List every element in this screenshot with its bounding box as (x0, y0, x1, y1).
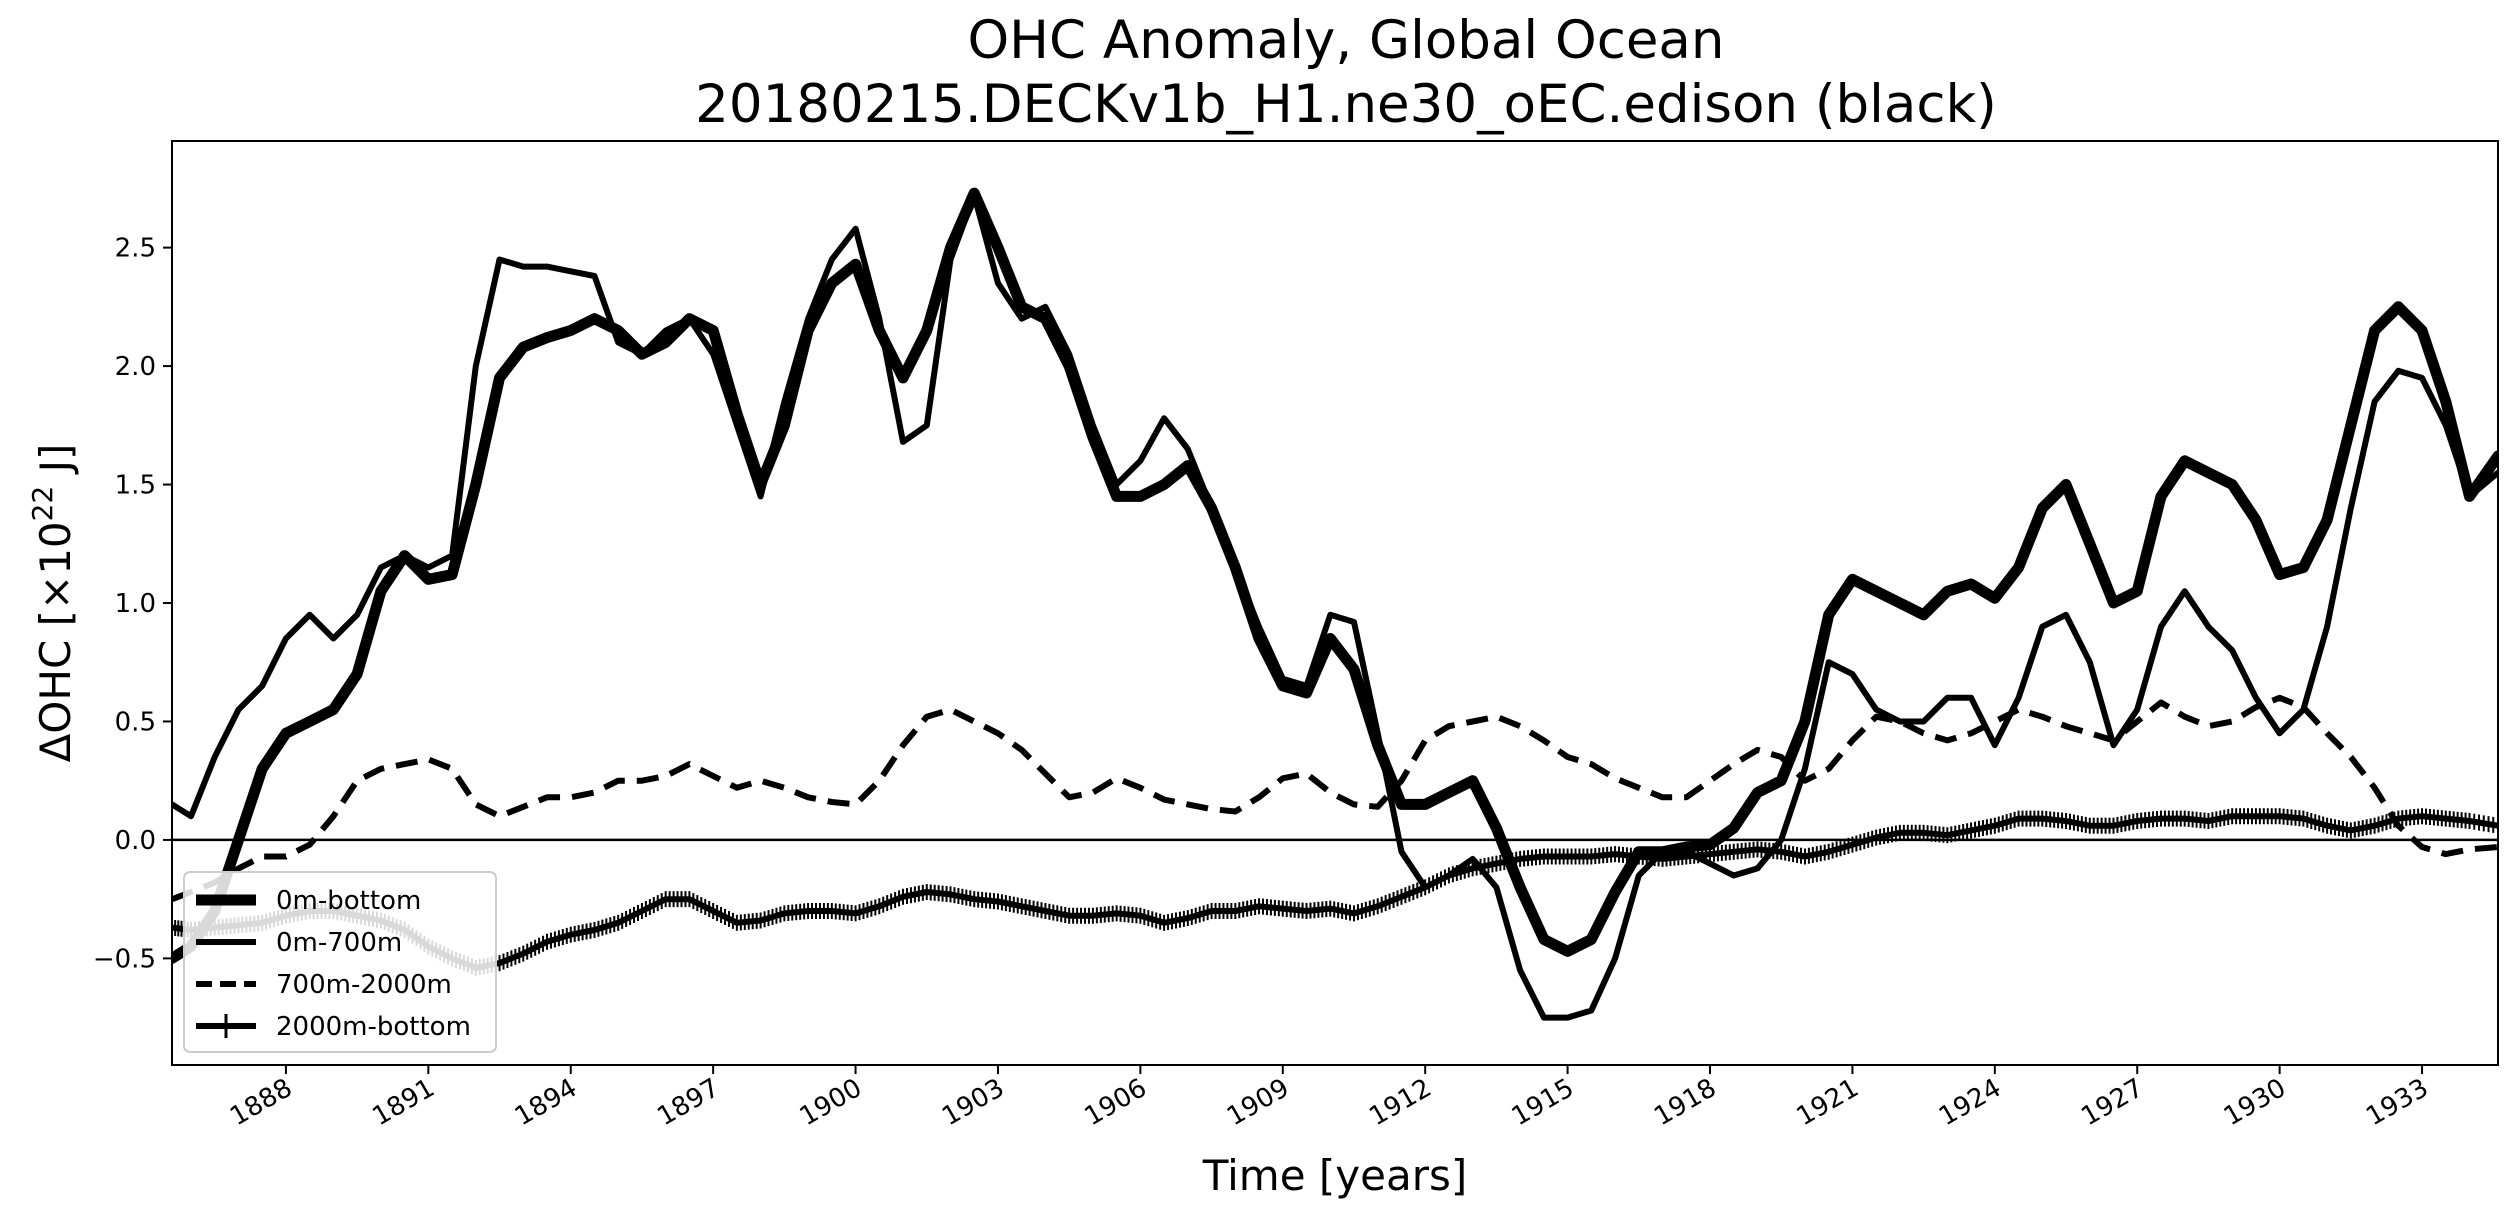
y-axis-label-suffix: J] (31, 444, 80, 486)
y-axis-label-exponent: 22 (26, 486, 59, 522)
series-line-0m-700m (172, 192, 2498, 1021)
y-tick-label: −0.5 (93, 944, 156, 974)
x-tick-label: 1912 (1364, 1073, 1436, 1132)
y-tick-label: 0.5 (115, 707, 156, 737)
y-axis-label-prefix: ΔOHC [×10 (31, 521, 80, 762)
x-tick-label: 1906 (1080, 1073, 1152, 1132)
y-tick-label: 1.0 (115, 589, 156, 619)
x-tick-label: 1921 (1792, 1073, 1864, 1132)
legend-label: 0m-700m (276, 928, 402, 958)
x-tick-label: 1933 (2361, 1073, 2433, 1132)
series-line-0m-bottom (172, 187, 2498, 964)
series-line-700m-2000m (172, 694, 2498, 903)
plot-area-frame (171, 140, 2499, 1066)
legend-label: 2000m-bottom (276, 1012, 471, 1042)
legend-label: 0m-bottom (276, 886, 421, 916)
x-tick-label: 1900 (795, 1073, 867, 1132)
y-axis-ticks: −0.5 0.0 0.5 1.0 1.5 2.0 2.5 (93, 234, 172, 974)
x-axis-ticks: 1888 1891 1894 1897 1900 1903 1906 1909 1912 1915… (225, 1065, 2434, 1132)
x-tick-label: 1909 (1222, 1073, 1294, 1132)
x-tick-label: 1894 (510, 1073, 582, 1132)
x-tick-label: 1903 (937, 1073, 1009, 1132)
series-group (172, 187, 2498, 1021)
legend-box (183, 871, 497, 1053)
x-tick-label: 1927 (2076, 1073, 2148, 1132)
x-axis-label: Time [years] (1202, 1151, 1468, 1200)
legend-label: 700m-2000m (276, 970, 452, 1000)
x-tick-label: 1897 (652, 1073, 724, 1132)
x-tick-label: 1918 (1649, 1073, 1721, 1132)
x-tick-label: 1888 (225, 1073, 297, 1132)
legend: 0m-bottom 0m-700m 700m-2000m 2000m-bottom (183, 871, 497, 1053)
y-tick-label: 2.5 (115, 234, 156, 264)
chart-subtitle: 20180215.DECKv1b_H1.ne30_oEC.edison (bla… (695, 74, 1997, 135)
x-tick-label: 1924 (1934, 1073, 2006, 1132)
y-tick-label: 2.0 (115, 352, 156, 382)
y-axis-label: ΔOHC [×1022 J] (26, 444, 80, 763)
x-tick-label: 1930 (2219, 1073, 2291, 1132)
x-tick-label: 1915 (1507, 1073, 1579, 1132)
y-tick-label: 0.0 (115, 826, 156, 856)
y-tick-label: 1.5 (115, 471, 156, 501)
chart-title: OHC Anomaly, Global Ocean (967, 10, 1724, 71)
x-tick-label: 1891 (368, 1073, 440, 1132)
